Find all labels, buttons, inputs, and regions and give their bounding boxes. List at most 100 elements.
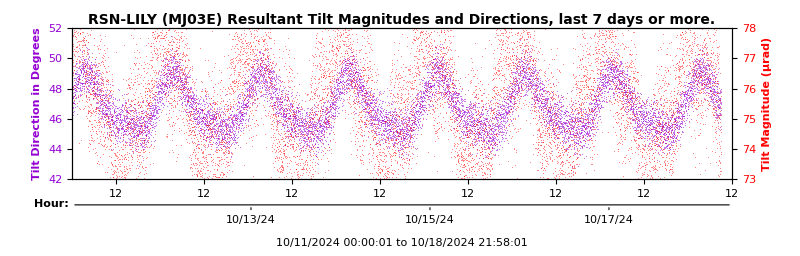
Point <box>560 177 573 181</box>
Point <box>434 11 446 15</box>
Point <box>595 99 608 103</box>
Point <box>143 90 156 94</box>
Point <box>426 123 439 127</box>
Point <box>596 19 609 24</box>
Point <box>434 72 447 76</box>
Point <box>639 98 652 102</box>
Point <box>667 116 680 120</box>
Point <box>620 124 633 128</box>
Point <box>294 173 306 177</box>
Point <box>668 72 681 77</box>
Point <box>622 97 634 101</box>
Point <box>502 11 515 15</box>
Point <box>102 115 114 119</box>
Point <box>656 108 669 112</box>
Point <box>95 117 108 121</box>
Point <box>378 119 390 123</box>
Point <box>166 80 178 84</box>
Point <box>125 117 138 121</box>
Point <box>408 78 421 82</box>
Point <box>562 110 574 114</box>
Point <box>423 104 436 108</box>
Point <box>538 96 551 100</box>
Point <box>482 108 494 112</box>
Point <box>224 118 237 122</box>
Point <box>93 43 106 47</box>
Point <box>664 123 677 127</box>
Point <box>254 81 267 85</box>
Point <box>474 88 486 92</box>
Point <box>344 68 357 72</box>
Point <box>471 132 484 136</box>
Point <box>446 65 458 69</box>
Point <box>270 91 283 95</box>
Point <box>108 151 121 155</box>
Point <box>698 67 711 71</box>
Point <box>666 158 678 162</box>
Point <box>125 134 138 138</box>
Point <box>134 136 146 140</box>
Point <box>130 166 142 170</box>
Point <box>115 177 128 181</box>
Point <box>386 122 398 126</box>
Point <box>203 127 216 131</box>
Point <box>243 99 256 103</box>
Point <box>545 125 558 129</box>
Point <box>444 79 457 83</box>
Point <box>157 90 170 94</box>
Point <box>582 114 595 118</box>
Point <box>109 158 122 162</box>
Point <box>601 11 614 15</box>
Point <box>440 79 453 83</box>
Point <box>292 120 305 124</box>
Point <box>714 169 726 173</box>
Point <box>208 126 221 131</box>
Point <box>486 130 499 134</box>
Point <box>518 11 531 15</box>
Point <box>453 112 466 116</box>
Point <box>392 140 405 144</box>
Point <box>205 127 218 131</box>
Point <box>458 97 471 101</box>
Point <box>565 127 578 131</box>
Point <box>551 114 564 118</box>
Point <box>451 167 464 171</box>
Point <box>129 120 142 124</box>
Point <box>522 54 535 58</box>
Point <box>600 58 613 62</box>
Point <box>530 68 542 72</box>
Point <box>542 144 555 148</box>
Point <box>542 105 554 109</box>
Point <box>706 78 718 82</box>
Point <box>319 110 332 114</box>
Point <box>284 105 297 110</box>
Point <box>336 85 349 89</box>
Point <box>358 88 371 92</box>
Point <box>674 124 686 129</box>
Point <box>260 79 273 83</box>
Point <box>201 134 214 138</box>
Point <box>187 93 200 98</box>
Point <box>546 107 559 111</box>
Point <box>673 109 686 113</box>
Point <box>578 144 591 148</box>
Point <box>95 115 108 119</box>
Point <box>235 112 248 116</box>
Point <box>550 104 562 108</box>
Point <box>707 32 720 36</box>
Point <box>275 100 288 104</box>
Point <box>690 68 703 72</box>
Point <box>214 107 226 111</box>
Point <box>116 177 129 181</box>
Point <box>597 83 610 87</box>
Point <box>254 89 267 93</box>
Point <box>672 120 685 124</box>
Point <box>476 115 489 119</box>
Point <box>571 146 584 150</box>
Point <box>708 108 721 112</box>
Point <box>76 21 89 25</box>
Point <box>456 113 469 117</box>
Point <box>147 95 160 100</box>
Point <box>595 11 608 15</box>
Point <box>515 64 528 68</box>
